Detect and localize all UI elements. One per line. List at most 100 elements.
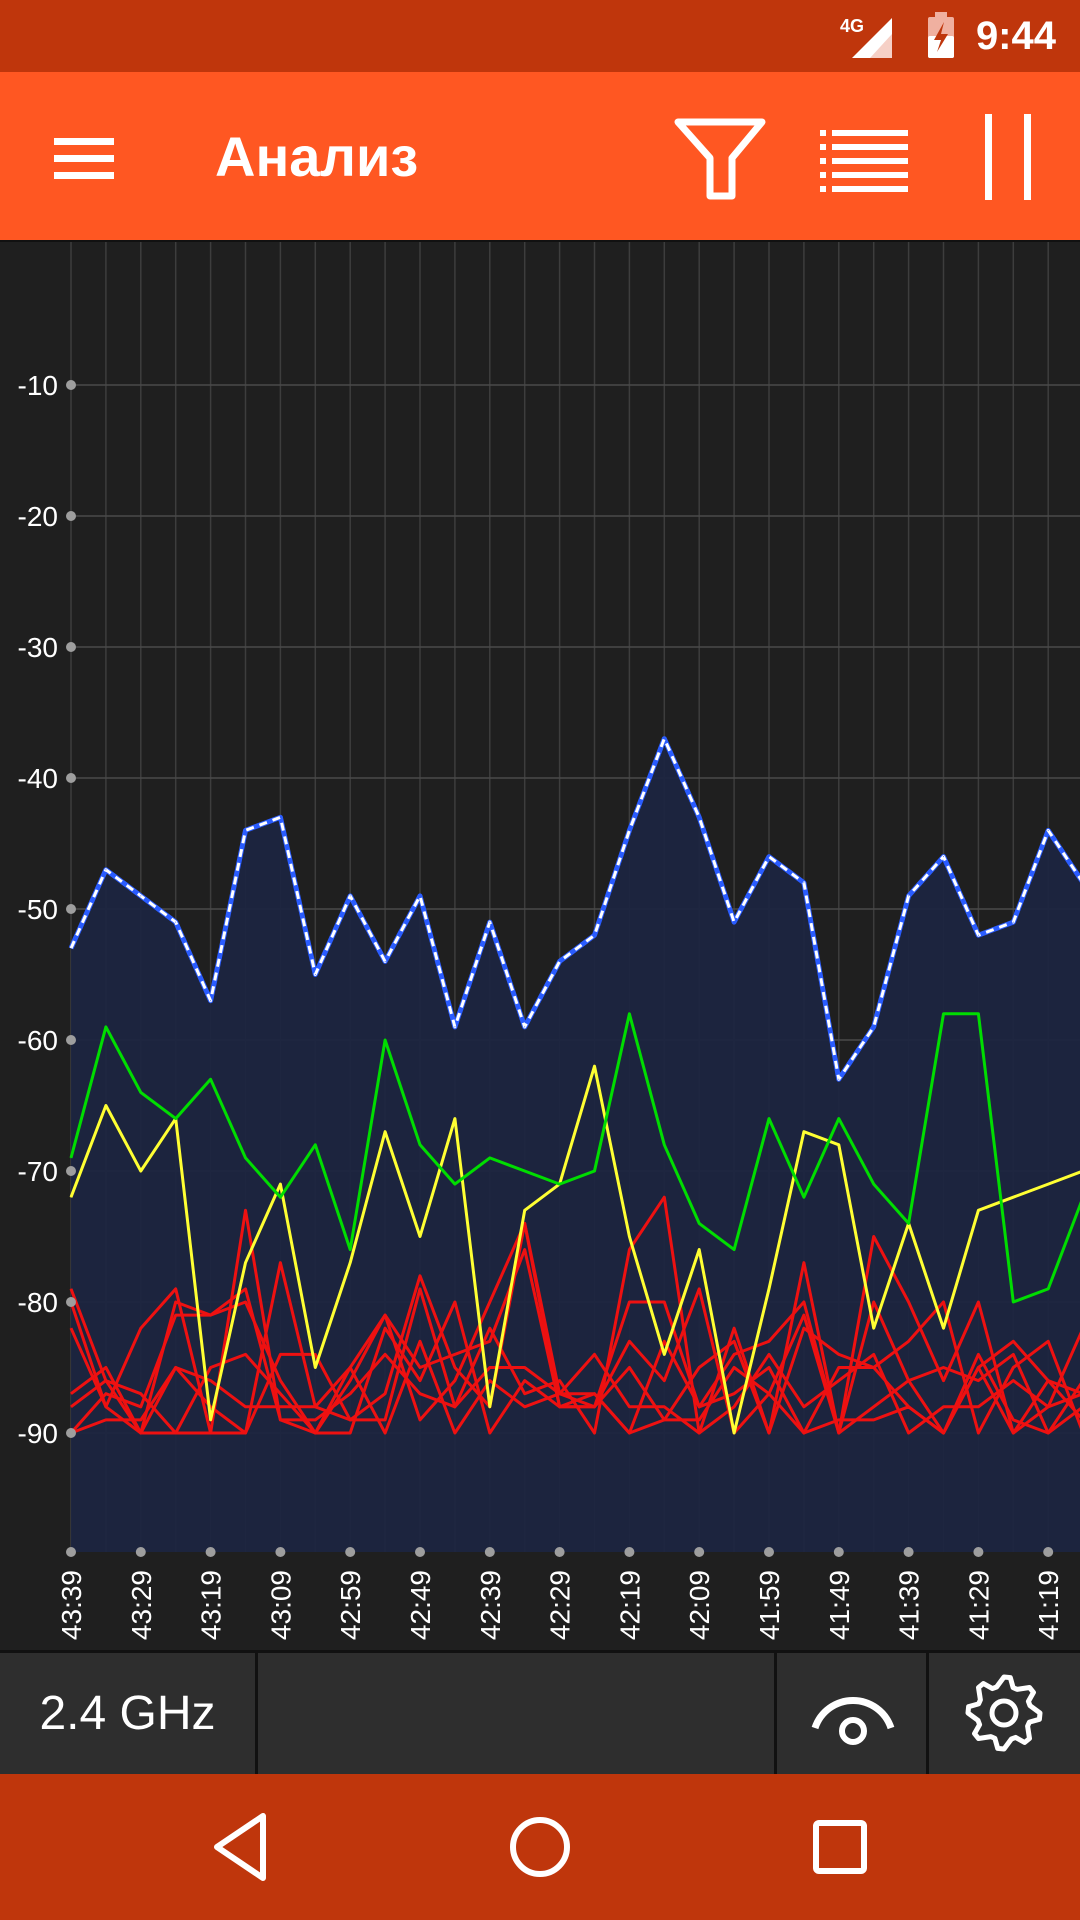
data-point [977,1013,979,1015]
data-point [698,1419,700,1421]
data-point [489,921,491,923]
data-point [454,1353,456,1355]
signal-chart-svg: -10-20-30-40-50-60-70-80-90 43:39 43:29 43… [18,242,1080,1640]
data-point [559,1183,561,1185]
data-point [1047,1380,1049,1382]
app-bar: Анализ [0,72,1080,240]
y-tick-dot [66,642,76,652]
data-point [140,895,142,897]
navigation-bar [0,1774,1080,1920]
data-point [838,1078,840,1080]
data-point [175,1314,177,1316]
data-point [245,1288,246,1290]
data-point [140,1170,142,1172]
chart-series [68,736,1080,1435]
data-point [105,1367,107,1368]
data-point [454,1026,456,1028]
data-point [663,1340,665,1342]
data-point [489,1432,491,1434]
data-point [733,1249,735,1251]
data-point [524,1406,526,1408]
data-point [419,1380,421,1382]
y-tick-label: -90 [18,1418,58,1449]
data-point [663,1406,665,1408]
data-point [524,1367,526,1368]
y-tick-dot [66,380,76,390]
y-tick-dot [66,904,76,914]
data-point [628,1432,630,1434]
visibility-button[interactable] [777,1653,929,1774]
data-point [384,1131,386,1133]
home-icon[interactable] [495,1802,585,1892]
data-point [210,1078,212,1080]
data-point [628,1406,630,1408]
data-point [279,816,281,818]
data-point [733,1353,735,1355]
recents-icon[interactable] [795,1802,885,1892]
data-point [210,1000,212,1002]
data-point [977,1406,979,1408]
data-point [105,1380,107,1382]
list-icon[interactable] [814,108,914,208]
data-point [698,1288,700,1290]
data-point [245,1301,246,1303]
x-tick-label: 42:19 [614,1570,645,1640]
filter-icon[interactable] [670,108,770,208]
data-point [873,1026,875,1028]
data-point [489,1340,491,1342]
data-point [105,1105,107,1106]
x-tick-label: 43:19 [196,1570,227,1640]
data-point [768,1393,770,1395]
x-tick-dot [345,1547,356,1557]
data-point [908,1222,910,1224]
data-point [873,1236,875,1237]
data-point [733,1432,735,1434]
band-selector[interactable]: 2.4 GHz [0,1653,258,1774]
data-point [908,895,910,897]
data-point [594,1170,595,1172]
data-point [628,1367,630,1368]
data-point [698,1367,700,1368]
menu-icon[interactable] [34,108,134,208]
data-point [628,1013,630,1015]
data-point [524,1393,526,1395]
data-point [803,882,805,884]
x-tick-label: 43:29 [126,1570,157,1640]
pause-icon[interactable] [958,108,1058,208]
bottom-toolbar: 2.4 GHz [0,1650,1080,1780]
data-point [349,1380,351,1382]
settings-icon [965,1674,1043,1752]
y-tick-label: -50 [18,894,58,925]
signal-chart[interactable]: -10 -20 -30 -40 -50 -60 -70 -80 -90 43:39 43:29 43… [0,240,1080,1652]
y-tick-label: -60 [18,1025,58,1056]
data-point [977,1209,979,1211]
data-point [279,1406,281,1408]
data-point [663,1419,665,1421]
y-tick-dot [66,511,76,521]
data-point [943,1013,944,1015]
data-point [733,1393,735,1395]
data-point [140,1327,142,1329]
data-point [210,1367,212,1368]
data-point [943,1367,944,1368]
data-point [873,1419,875,1421]
data-point [70,1327,72,1329]
settings-button[interactable] [929,1653,1080,1774]
data-point [419,1144,421,1146]
x-tick-label: 41:59 [754,1570,785,1640]
data-point [175,1118,177,1120]
back-icon[interactable] [195,1802,285,1892]
data-point [314,1353,316,1355]
data-point [454,1432,456,1434]
x-tick-dot [764,1547,774,1557]
y-tick-dot [66,1035,76,1045]
toolbar-spacer [258,1653,777,1774]
data-point [384,1314,386,1316]
data-point [803,1301,805,1303]
x-tick-label: 42:49 [405,1570,436,1640]
data-point [419,1236,421,1237]
data-point [943,1380,944,1382]
x-tick-dot [833,1547,844,1557]
data-point [1012,1340,1014,1342]
data-point [349,1249,351,1251]
